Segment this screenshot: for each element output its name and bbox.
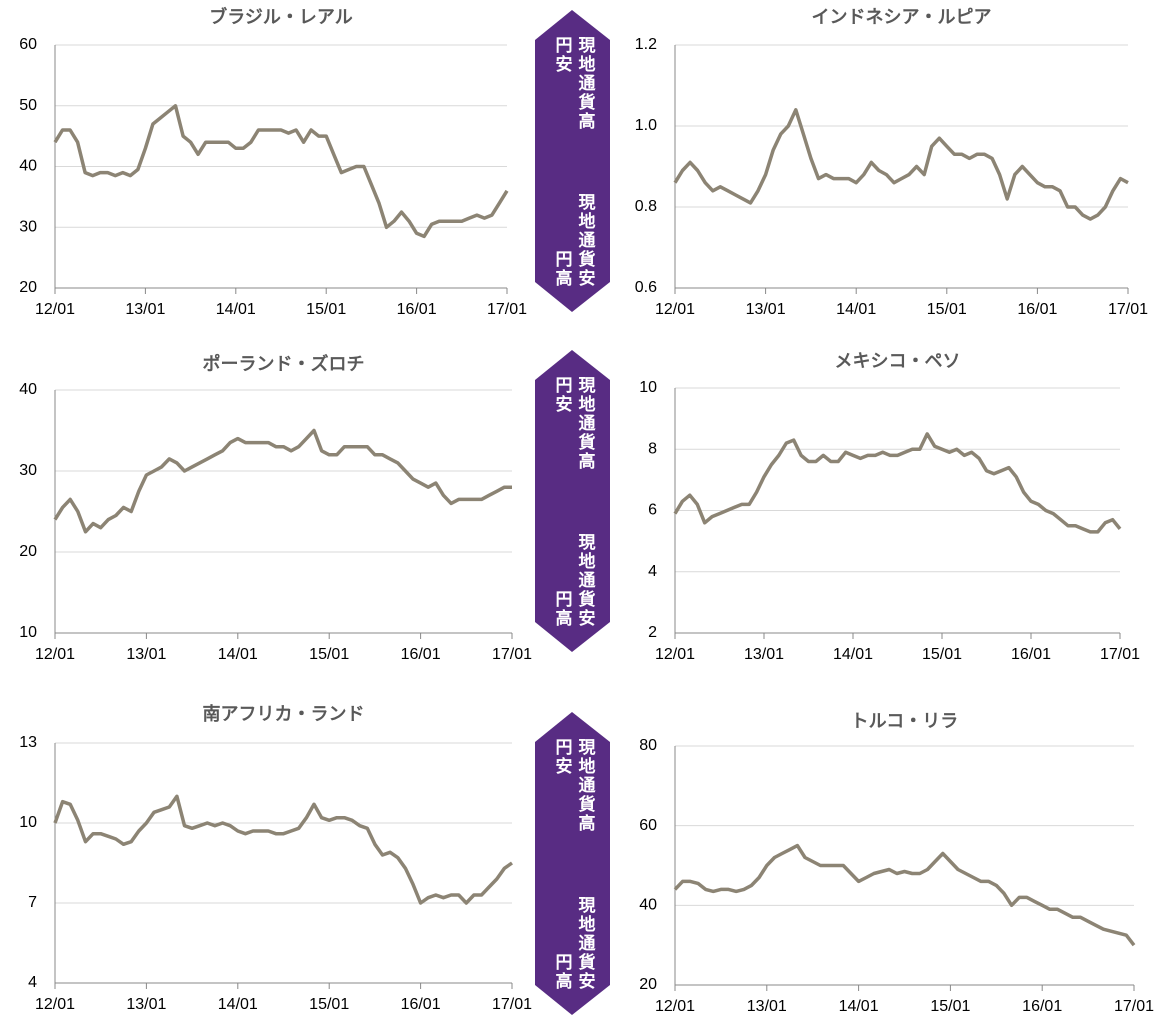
y-tick-label: 20	[19, 543, 37, 560]
x-tick-label: 15/01	[309, 996, 349, 1013]
x-tick-label: 14/01	[218, 646, 258, 663]
chart-title: 南アフリカ・ランド	[203, 703, 365, 724]
y-tick-label: 1.0	[635, 117, 657, 134]
x-tick-label: 14/01	[836, 301, 876, 318]
y-tick-label: 60	[639, 817, 657, 834]
x-tick-label: 17/01	[492, 996, 532, 1013]
chart-title: メキシコ・ペソ	[835, 351, 961, 371]
x-tick-label: 13/01	[746, 301, 786, 318]
direction-arrow	[535, 350, 610, 652]
x-tick-label: 12/01	[655, 998, 695, 1015]
series-line	[53, 428, 512, 534]
x-tick-label: 17/01	[1108, 301, 1148, 318]
arrow-text: 円安	[553, 738, 573, 776]
arrow-text: 円安	[553, 376, 573, 414]
direction-arrow	[535, 712, 610, 1015]
y-tick-label: 20	[19, 279, 37, 296]
x-tick-label: 16/01	[1017, 301, 1057, 318]
x-tick-label: 16/01	[401, 646, 441, 663]
x-tick-label: 14/01	[833, 646, 873, 663]
y-tick-label: 8	[648, 440, 657, 457]
series-line	[53, 104, 509, 239]
x-tick-label: 14/01	[216, 301, 256, 318]
y-tick-label: 50	[19, 97, 37, 114]
arrow-text: 円安	[553, 36, 573, 74]
x-tick-label: 14/01	[218, 996, 258, 1013]
chart-title: ブラジル・レアル	[209, 6, 352, 27]
y-tick-label: 10	[19, 814, 37, 831]
arrow-text: 円高	[553, 590, 573, 628]
x-tick-label: 12/01	[35, 996, 75, 1013]
arrow-text: 円高	[553, 953, 573, 991]
x-tick-label: 13/01	[744, 646, 784, 663]
x-tick-label: 16/01	[1011, 646, 1051, 663]
y-tick-label: 4	[28, 974, 37, 991]
y-tick-label: 7	[28, 894, 37, 911]
x-tick-label: 12/01	[35, 301, 75, 318]
y-tick-label: 30	[19, 462, 37, 479]
x-tick-label: 17/01	[487, 301, 527, 318]
x-tick-label: 13/01	[747, 998, 787, 1015]
x-tick-label: 13/01	[126, 646, 166, 663]
series-line	[673, 843, 1136, 947]
y-tick-label: 40	[639, 897, 657, 914]
x-tick-label: 12/01	[35, 646, 75, 663]
chart-title: トルコ・リラ	[851, 711, 959, 731]
y-tick-label: 30	[19, 218, 37, 235]
y-tick-label: 10	[639, 379, 657, 396]
direction-arrow	[535, 10, 610, 312]
arrow-text: 現地通貨高	[576, 738, 596, 833]
chart-title: ポーランド・ズロチ	[203, 353, 365, 374]
arrow-text: 円高	[553, 250, 573, 288]
x-tick-label: 17/01	[1114, 998, 1154, 1015]
arrow-text: 現地通貨安	[576, 193, 596, 288]
x-tick-label: 13/01	[126, 996, 166, 1013]
y-tick-label: 60	[19, 36, 37, 53]
series-line	[53, 794, 514, 905]
x-tick-label: 17/01	[492, 646, 532, 663]
y-tick-label: 40	[19, 381, 37, 398]
series-line	[673, 432, 1122, 534]
x-tick-label: 16/01	[401, 996, 441, 1013]
y-tick-label: 10	[19, 624, 37, 641]
x-tick-label: 15/01	[922, 646, 962, 663]
x-tick-label: 15/01	[306, 301, 346, 318]
arrow-text: 現地通貨安	[576, 896, 596, 991]
x-tick-label: 16/01	[1022, 998, 1062, 1015]
y-tick-label: 2	[648, 624, 657, 641]
x-tick-label: 17/01	[1100, 646, 1140, 663]
chart-title: インドネシア・ルピア	[812, 7, 992, 27]
arrow-text: 現地通貨高	[576, 376, 596, 471]
y-tick-label: 1.2	[635, 36, 657, 53]
x-tick-label: 12/01	[655, 646, 695, 663]
y-tick-label: 6	[648, 502, 657, 519]
x-tick-label: 13/01	[125, 301, 165, 318]
y-tick-label: 13	[19, 734, 37, 751]
arrow-text: 現地通貨安	[576, 533, 596, 628]
x-tick-label: 12/01	[655, 301, 695, 318]
x-tick-label: 15/01	[927, 301, 967, 318]
x-tick-label: 15/01	[309, 646, 349, 663]
y-tick-label: 0.8	[635, 198, 657, 215]
x-tick-label: 15/01	[930, 998, 970, 1015]
y-tick-label: 40	[19, 158, 37, 175]
x-tick-label: 14/01	[839, 998, 879, 1015]
x-tick-label: 16/01	[397, 301, 437, 318]
y-tick-label: 20	[639, 976, 657, 993]
arrow-text: 現地通貨高	[576, 36, 596, 131]
series-line	[673, 108, 1129, 221]
y-tick-label: 0.6	[635, 279, 657, 296]
y-tick-label: 80	[639, 737, 657, 754]
y-tick-label: 4	[648, 563, 657, 580]
